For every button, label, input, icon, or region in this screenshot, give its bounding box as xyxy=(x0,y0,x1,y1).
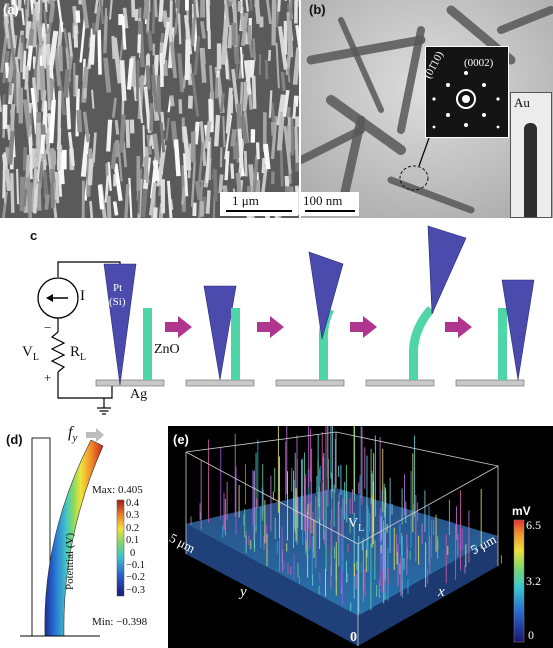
tip-stage-5 xyxy=(501,279,535,381)
plus-sign: + xyxy=(44,370,52,385)
diffraction-inset: (01̄10) (0002) xyxy=(422,46,509,138)
force-arrow-icon xyxy=(86,428,104,442)
scale-bar-b: 100 nm xyxy=(301,192,359,216)
zno-label: ZnO xyxy=(154,342,180,357)
y-axis-label: y xyxy=(240,584,247,600)
panel-a-label: (a) xyxy=(3,2,19,17)
panel-e-voltage-map: (e) mV 6.5 3.2 0 VL 5 μm 5 μm y x 0 xyxy=(168,426,553,648)
cbar-tick-min: 0 xyxy=(528,628,534,642)
piezo-schematic xyxy=(37,225,535,415)
nanowire-stage-1 xyxy=(143,308,152,380)
colorbar-title: Potential (V) xyxy=(64,532,76,590)
panel-c-label: c xyxy=(30,228,38,243)
x-axis-label: x xyxy=(438,584,445,600)
resistor-label: RL xyxy=(70,344,87,363)
process-arrow-4 xyxy=(445,316,472,338)
colorbar-unit: mV xyxy=(512,504,531,518)
process-arrow-2 xyxy=(257,316,284,338)
substrate-3 xyxy=(275,379,345,387)
scale-text-b: 100 nm xyxy=(303,193,343,208)
tip-stage-2 xyxy=(203,285,237,381)
panel-d-label: (d) xyxy=(6,432,23,447)
au-tip-inset: Au xyxy=(510,92,552,218)
nanowire-stage-5 xyxy=(498,308,507,380)
colorbar-e xyxy=(513,519,525,643)
ag-label: Ag xyxy=(130,387,148,402)
cbar-tick-mid: 3.2 xyxy=(526,574,541,588)
minus-sign: − xyxy=(44,320,52,335)
nanowire-stage-2 xyxy=(231,308,240,380)
tip-stage-3 xyxy=(308,251,344,340)
panel-c-schematic: c I − + VL RL Pt (Si) ZnO Ag xyxy=(0,222,553,422)
panel-e-label: (e) xyxy=(173,432,189,447)
panel-b-label: (b) xyxy=(309,2,326,17)
resistor xyxy=(50,331,66,373)
colorbar-ticks: 0.4 0.3 0.2 0.1 0 −0.1 −0.2 −0.3 xyxy=(126,498,146,596)
scale-bar-a: 1 μm xyxy=(220,192,298,216)
substrate-1 xyxy=(95,379,165,387)
bounding-box xyxy=(185,431,525,646)
cbar-tick-max: 6.5 xyxy=(526,518,541,532)
substrate-5 xyxy=(455,379,525,387)
process-arrow-1 xyxy=(165,316,192,338)
process-arrow-3 xyxy=(350,316,377,338)
panel-d-potential-map: (d) fy Max: 0.405 Min: −0.398 Potential … xyxy=(0,426,170,648)
diffraction-pattern xyxy=(432,71,500,129)
panel-a-sem-image: (a) 1 μm xyxy=(0,0,299,218)
colorbar-d xyxy=(116,499,125,597)
tip-stage-1 xyxy=(103,263,137,386)
tip-stage-4 xyxy=(427,225,467,315)
bent-nanowire-potential xyxy=(20,428,125,637)
sad-index-0002: (0002) xyxy=(464,57,494,69)
au-label: Au xyxy=(514,95,530,110)
substrate-4 xyxy=(365,379,435,387)
sem-nanowire-array xyxy=(0,0,299,218)
origin-label: 0 xyxy=(350,630,357,645)
max-label: Max: 0.405 xyxy=(92,484,143,496)
surface-floor xyxy=(186,488,498,616)
peak-voltage-label: VL xyxy=(348,516,365,534)
panel-b-tem-image: (b) (01̄10) (0002) Au 100 nm xyxy=(301,0,553,218)
ground-icon xyxy=(97,407,111,415)
substrate-2 xyxy=(185,379,255,387)
nanowire-stage-4 xyxy=(409,306,434,380)
voltage-3d-plot xyxy=(186,426,502,646)
tip-label-pt: Pt xyxy=(113,282,123,294)
voltage-label: VL xyxy=(22,344,39,363)
min-label: Min: −0.398 xyxy=(92,616,148,628)
force-label: fy xyxy=(68,426,78,445)
tip-label-si: (Si) xyxy=(109,296,126,308)
scale-text-a: 1 μm xyxy=(232,193,259,208)
current-label: I xyxy=(80,288,85,304)
deformed-nanowire xyxy=(44,439,104,637)
